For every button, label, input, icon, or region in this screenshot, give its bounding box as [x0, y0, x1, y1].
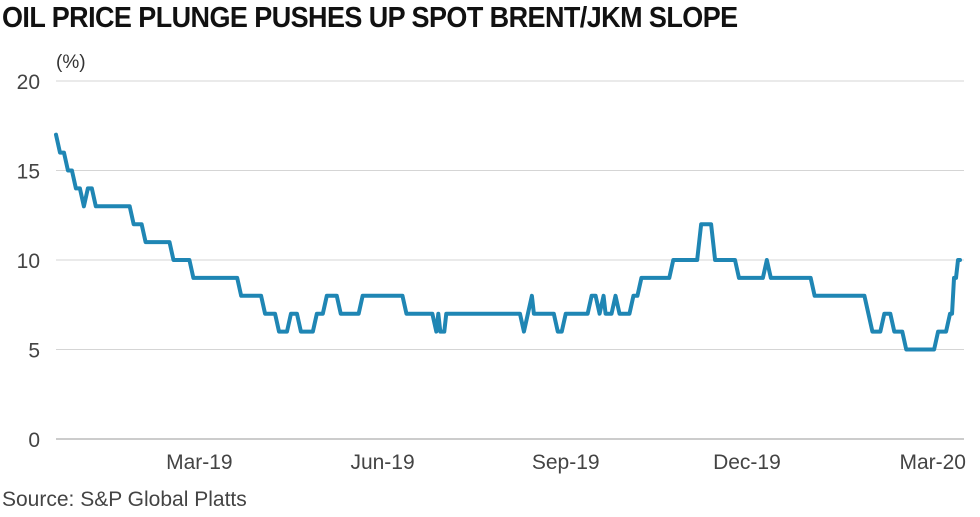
x-tick-labels: Mar-19 Jun-19 Sep-19 Dec-19 Mar-20 [166, 451, 966, 474]
chart-title: OIL PRICE PLUNGE PUSHES UP SPOT BRENT/JK… [2, 2, 738, 34]
x-tick-label: Sep-19 [532, 451, 600, 474]
x-tick-label: Dec-19 [713, 451, 781, 474]
x-tick-label: Mar-19 [166, 451, 233, 474]
y-axis-unit-label: (%) [56, 52, 86, 73]
y-tick-label: 15 [17, 161, 40, 184]
x-tick-label: Mar-20 [899, 451, 966, 474]
y-tick-label: 0 [28, 429, 40, 452]
series-lines [54, 132, 962, 352]
y-tick-label: 10 [17, 250, 40, 273]
source-note: Source: S&P Global Platts [2, 488, 247, 511]
x-tick-label: Jun-19 [350, 451, 414, 474]
series-line-0 [54, 132, 962, 352]
gridlines [56, 80, 964, 440]
y-tick-label: 20 [17, 71, 40, 94]
y-tick-label: 5 [28, 340, 40, 363]
y-tick-labels: 0 5 10 15 20 [17, 71, 40, 452]
